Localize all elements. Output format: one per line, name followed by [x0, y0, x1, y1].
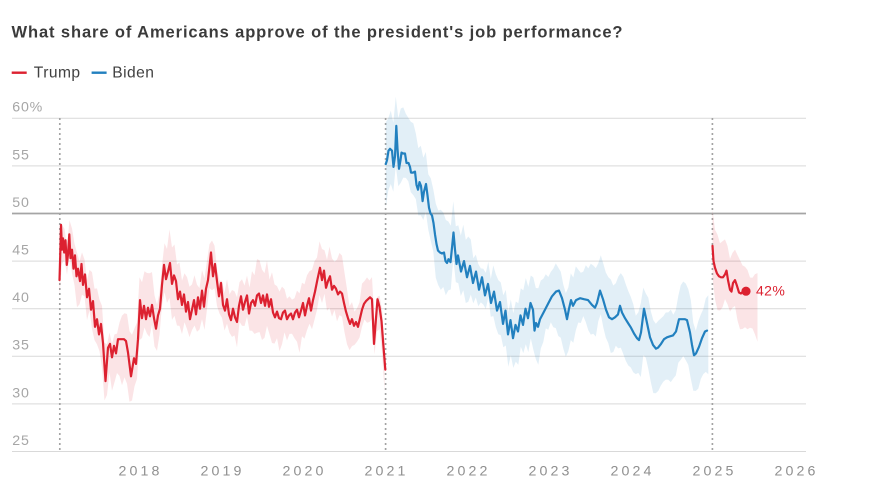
svg-text:25: 25 — [12, 433, 29, 449]
svg-text:Trump: Trump — [34, 65, 81, 82]
svg-text:55: 55 — [12, 147, 29, 163]
svg-text:2022: 2022 — [447, 464, 491, 480]
svg-text:42%: 42% — [756, 283, 785, 299]
svg-text:2025: 2025 — [693, 464, 737, 480]
svg-text:2024: 2024 — [611, 464, 655, 480]
svg-text:2026: 2026 — [775, 464, 819, 480]
svg-text:35: 35 — [12, 338, 29, 354]
svg-text:Biden: Biden — [112, 65, 154, 82]
svg-text:2019: 2019 — [201, 464, 245, 480]
svg-text:What share of Americans approv: What share of Americans approve of the p… — [12, 24, 624, 42]
svg-text:50: 50 — [12, 195, 29, 211]
svg-text:2021: 2021 — [365, 464, 409, 480]
svg-text:2020: 2020 — [283, 464, 327, 480]
svg-text:60%: 60% — [12, 100, 43, 116]
svg-text:40: 40 — [12, 290, 29, 306]
svg-text:2018: 2018 — [119, 464, 163, 480]
svg-text:2023: 2023 — [529, 464, 573, 480]
svg-text:30: 30 — [12, 385, 29, 401]
svg-text:45: 45 — [12, 243, 29, 259]
